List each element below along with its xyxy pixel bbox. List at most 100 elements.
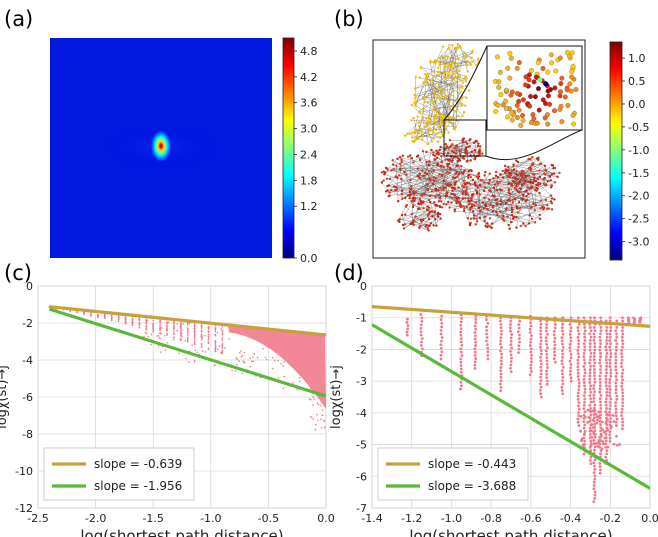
network-node [473,148,477,152]
inset-node [547,101,553,107]
scatter-point [599,368,602,371]
scatter-point [485,336,489,339]
scatter-point [474,321,478,325]
network-node [434,204,438,207]
scatter-point [166,324,168,326]
network-node [408,196,411,200]
scatter-point [592,500,596,504]
scatter-point [508,326,512,330]
network-node [440,160,443,164]
inset-node [571,121,577,127]
network-node [534,179,538,183]
scatter-point [236,358,239,360]
network-node [440,154,443,158]
scatter-point [529,370,533,373]
network-node [492,177,495,180]
network-node [464,146,468,149]
scatter-point [583,361,587,365]
scatter-point [420,340,423,344]
network-node [430,148,433,152]
network-node [464,193,468,196]
network-node [550,197,554,200]
network-node [455,196,458,199]
network-edge [484,183,499,221]
network-node [491,209,495,213]
network-node [408,190,411,193]
scatter-point [104,317,106,320]
scatter-point [221,346,224,348]
network-node [550,208,554,211]
scatter-point [499,326,503,330]
scatter-point [593,467,597,471]
scatter-point [221,338,224,340]
network-node [440,173,444,177]
network-node [529,178,532,181]
network-node [538,191,541,195]
scatter-point [605,407,609,410]
network-node [458,149,461,153]
scatter-point [499,375,503,379]
scatter-point [589,400,593,404]
network-node [515,226,518,229]
network-node [474,223,478,226]
scatter-point [539,379,543,382]
scatter-point [299,380,301,383]
scatter-point [499,389,502,393]
scatter-point [614,368,618,372]
network-node [462,190,465,193]
scatter-point [638,321,642,324]
network-node [472,210,475,213]
network-edge [453,146,481,153]
scatter-point [598,465,602,469]
scatter-point [311,416,313,419]
scatter-point [583,387,587,391]
scatter-point [561,392,565,396]
scatter-point [589,397,593,401]
network-node [396,219,400,222]
network-node [481,152,484,155]
network-edge [477,184,481,222]
network-edge [440,93,446,99]
scatter-point [486,350,490,354]
scatter-point [569,366,573,370]
network-node [447,131,450,134]
scatter-point [576,398,580,401]
scatter-point [615,394,619,398]
scatter-point [166,322,168,325]
scatter-point [576,329,580,333]
scatter-point [608,410,612,414]
network-node [533,176,536,179]
scatter-point [561,332,565,336]
network-node [457,114,461,118]
network-node [418,224,422,228]
network-node [454,70,458,73]
scatter-point [145,322,148,324]
scatter-point [569,379,573,383]
scatter-point [616,443,619,447]
network-node [452,151,456,154]
network-edge [454,47,459,60]
scatter-point [614,352,618,355]
scatter-point [605,364,608,368]
network-node [456,175,459,178]
scatter-point [577,332,581,336]
network-node [494,170,498,174]
network-node [401,197,404,200]
scatter-point [459,340,463,344]
scatter-point [614,391,618,395]
network-node [459,79,462,82]
network-node [461,114,464,118]
network-node [478,183,482,187]
y-tick-label: -1 [356,312,367,325]
scatter-point [576,335,580,339]
scatter-point [561,379,564,382]
inset-node [567,81,573,87]
network-node [520,172,524,175]
network-node [398,218,402,221]
inset-node [514,115,520,120]
scatter-point [610,425,613,429]
network-node [437,212,440,216]
scatter-point [569,353,573,356]
network-node [472,217,476,220]
network-node [549,179,553,182]
